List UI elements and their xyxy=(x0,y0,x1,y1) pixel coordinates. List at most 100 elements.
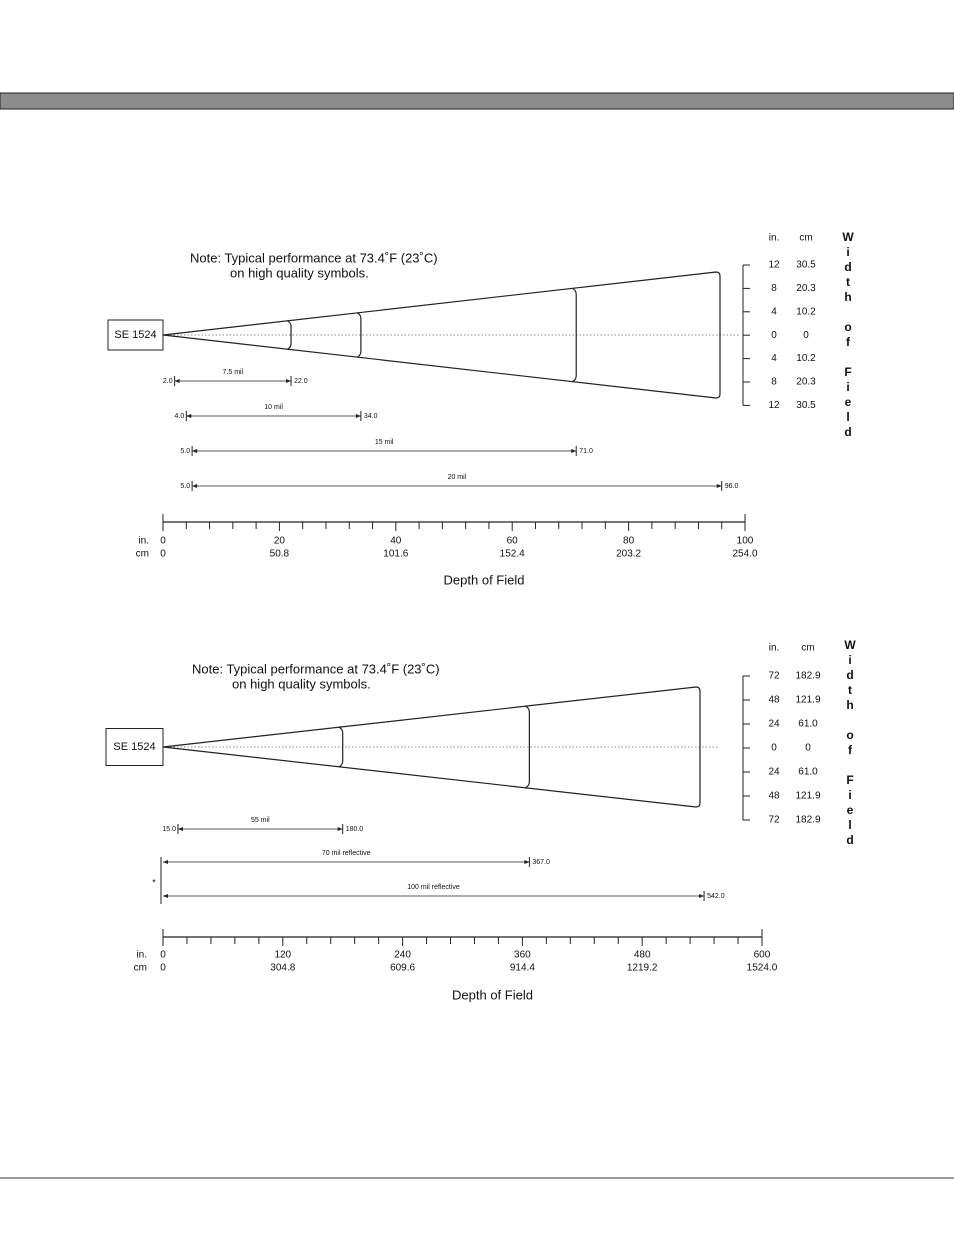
width-header: cm xyxy=(801,643,814,654)
header-bar xyxy=(0,92,954,110)
arrow-head xyxy=(174,379,180,383)
scanner-box xyxy=(105,728,164,766)
footnote-mark: * xyxy=(152,877,156,887)
range-far: 34.0 xyxy=(364,413,378,420)
width-title: Width of Field xyxy=(843,638,857,848)
axis-cm: 1219.2 xyxy=(627,963,658,974)
axis-cm: 50.8 xyxy=(270,549,290,560)
axis-unit: in. xyxy=(136,950,147,961)
note-text: on high quality symbols. xyxy=(232,676,371,691)
width-value: 0 xyxy=(771,743,777,754)
decode-cone xyxy=(162,686,701,808)
range-near: 15.0 xyxy=(162,826,176,833)
width-value: 30.5 xyxy=(796,260,816,271)
range-label: 10 mil xyxy=(264,404,283,411)
width-header: cm xyxy=(799,233,812,244)
arrow-head xyxy=(163,860,168,864)
width-value: 24 xyxy=(768,767,780,778)
zone-boundary xyxy=(571,287,577,383)
width-value: 182.9 xyxy=(795,815,820,826)
arrow-head xyxy=(286,379,292,383)
width-value: 72 xyxy=(768,671,780,682)
zone-boundary xyxy=(525,705,530,789)
range-near: 2.0 xyxy=(163,378,173,385)
arrow-head xyxy=(699,894,705,898)
axis-in: 240 xyxy=(394,950,411,961)
width-value: 48 xyxy=(768,791,780,802)
width-value: 20.3 xyxy=(796,283,816,294)
range-near: 5.0 xyxy=(180,483,190,490)
axis-unit: cm xyxy=(136,549,149,560)
width-value: 10.2 xyxy=(796,353,816,364)
width-header: in. xyxy=(769,643,780,654)
width-value: 4 xyxy=(771,306,777,317)
axis-in: 60 xyxy=(507,536,519,547)
range-near: 5.0 xyxy=(180,448,190,455)
axis-in: 100 xyxy=(737,536,754,547)
range-label: 100 mil reflective xyxy=(407,884,460,891)
range-label: 7.5 mil xyxy=(223,369,244,376)
width-value: 72 xyxy=(768,815,780,826)
width-value: 12 xyxy=(768,400,780,411)
axis-unit: in. xyxy=(138,536,149,547)
width-value: 4 xyxy=(771,353,777,364)
range-label: 20 mil xyxy=(448,474,467,481)
axis-in: 120 xyxy=(274,950,291,961)
axis-in: 360 xyxy=(514,950,531,961)
arrow-head xyxy=(192,484,198,488)
width-value: 121.9 xyxy=(795,695,820,706)
axis-unit: cm xyxy=(134,963,147,974)
width-value: 24 xyxy=(768,719,780,730)
width-value: 121.9 xyxy=(795,791,820,802)
axis-cm: 304.8 xyxy=(270,963,295,974)
axis-in: 20 xyxy=(274,536,286,547)
width-value: 48 xyxy=(768,695,780,706)
width-title: Width of Field xyxy=(841,230,855,440)
width-value: 0 xyxy=(771,330,777,341)
arrow-head xyxy=(192,449,198,453)
range-label: 70 mil reflective xyxy=(322,850,371,857)
arrow-head xyxy=(177,827,183,831)
width-header: in. xyxy=(769,233,780,244)
range-far: 542.0 xyxy=(707,893,725,900)
range-far: 96.0 xyxy=(725,483,739,490)
arrow-head xyxy=(163,894,168,898)
axis-cm: 0 xyxy=(160,963,166,974)
axis-in: 480 xyxy=(634,950,651,961)
range-far: 71.0 xyxy=(579,448,593,455)
width-value: 10.2 xyxy=(796,306,816,317)
range-far: 22.0 xyxy=(294,378,308,385)
width-value: 8 xyxy=(771,283,777,294)
axis-cm: 609.6 xyxy=(390,963,415,974)
zone-boundary xyxy=(356,312,362,358)
scanner-label: SE 1524 xyxy=(114,329,156,341)
arrow-head xyxy=(716,484,722,488)
axis-cm: 152.4 xyxy=(500,549,525,560)
axis-cm: 101.6 xyxy=(383,549,408,560)
decode-cone xyxy=(162,271,721,399)
axis-in: 40 xyxy=(390,536,402,547)
width-value: 0 xyxy=(803,330,809,341)
note-text: on high quality symbols. xyxy=(230,265,369,280)
zone-boundary xyxy=(338,726,344,768)
axis-title: Depth of Field xyxy=(444,572,525,587)
width-value: 182.9 xyxy=(795,671,820,682)
width-value: 61.0 xyxy=(798,767,818,778)
axis-cm: 914.4 xyxy=(510,963,535,974)
width-value: 61.0 xyxy=(798,719,818,730)
scanner-label: SE 1524 xyxy=(113,741,155,753)
width-value: 20.3 xyxy=(796,377,816,388)
axis-cm: 1524.0 xyxy=(747,963,778,974)
axis-cm: 254.0 xyxy=(732,549,757,560)
range-label: 55 mil xyxy=(251,817,270,824)
range-label: 15 mil xyxy=(375,439,394,446)
axis-in: 0 xyxy=(160,536,166,547)
axis-cm: 203.2 xyxy=(616,549,641,560)
zone-boundary xyxy=(286,319,292,351)
arrow-head xyxy=(355,414,361,418)
width-value: 30.5 xyxy=(796,400,816,411)
width-value: 0 xyxy=(805,743,811,754)
axis-title: Depth of Field xyxy=(452,987,533,1002)
axis-in: 0 xyxy=(160,950,166,961)
